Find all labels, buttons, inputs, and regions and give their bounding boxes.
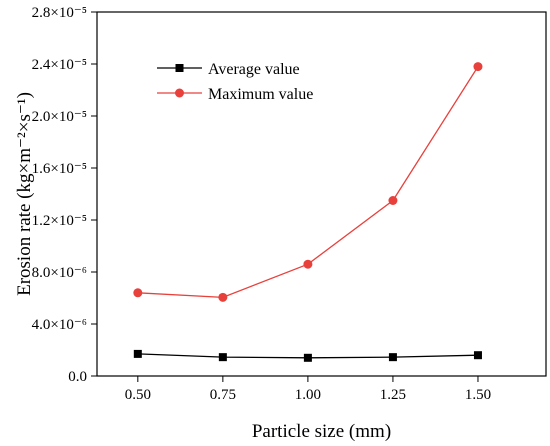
y-tick-label: 0.0: [68, 369, 87, 385]
x-axis-title: Particle size (mm): [252, 421, 391, 442]
x-tick-label: 1.00: [295, 387, 321, 403]
y-tick-label: 2.4×10⁻⁵: [32, 57, 87, 73]
legend-item: Average value: [157, 61, 300, 78]
x-tick-label: 0.75: [210, 387, 236, 403]
legend-item: Maximum value: [157, 86, 313, 103]
data-point: [473, 62, 483, 72]
y-axis-title: Erosion rate (kg×m⁻²×s⁻¹): [14, 92, 35, 296]
series-1: [133, 62, 483, 302]
legend-label: Maximum value: [208, 86, 313, 103]
legend-label: Average value: [208, 61, 300, 78]
plot-border: [96, 11, 547, 377]
data-point: [218, 353, 227, 362]
y-tick-label: 4.0×10⁻⁶: [32, 317, 87, 333]
x-axis: 0.50 0.75 1.00 1.25 1.50: [125, 376, 491, 403]
data-point: [218, 292, 228, 302]
series-layer: [133, 62, 483, 362]
y-axis: 0.0 4.0×10⁻⁶ 8.0×10⁻⁶ 1.2×10⁻⁵ 1.6×10⁻⁵ 2.0×1…: [32, 5, 97, 385]
series-0: [133, 349, 482, 362]
data-point: [303, 353, 312, 362]
legend-marker: [175, 88, 184, 98]
y-tick-label: 1.2×10⁻⁵: [32, 213, 87, 229]
legend: Average value Maximum value: [157, 61, 313, 103]
plot-frame: [96, 11, 547, 377]
y-tick-label: 2.8×10⁻⁵: [32, 5, 87, 21]
data-point: [473, 351, 482, 360]
data-point: [133, 349, 142, 358]
x-tick-label: 0.50: [125, 387, 151, 403]
y-tick-label: 8.0×10⁻⁶: [32, 265, 87, 281]
legend-marker: [175, 64, 184, 72]
data-point: [388, 196, 398, 205]
data-point: [303, 259, 313, 269]
data-point: [388, 353, 397, 362]
y-tick-label: 2.0×10⁻⁵: [32, 109, 87, 125]
x-tick-label: 1.50: [465, 387, 491, 403]
y-tick-label: 1.6×10⁻⁵: [32, 161, 87, 177]
data-point: [133, 288, 143, 298]
x-tick-label: 1.25: [380, 387, 406, 403]
